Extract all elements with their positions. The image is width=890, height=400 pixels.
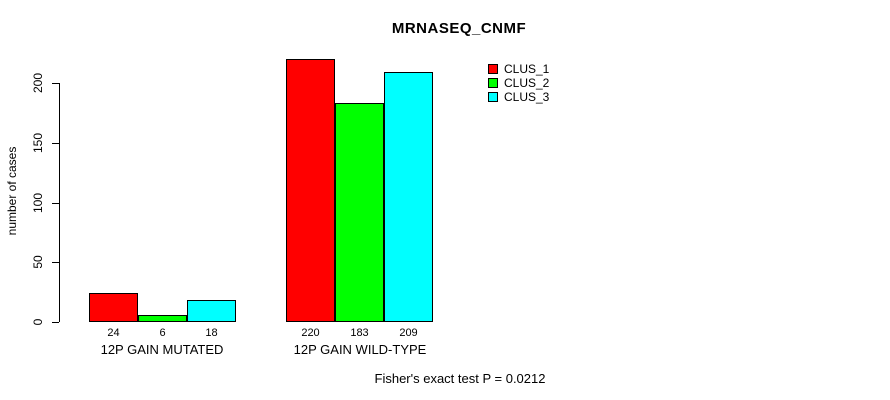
bar-value-label: 6 [159, 327, 166, 339]
y-tick-label: 50 [31, 255, 45, 269]
legend: CLUS_1 CLUS_2 CLUS_3 [488, 62, 549, 104]
y-tick-mark [52, 322, 59, 323]
bar-value-label: 183 [350, 327, 369, 339]
legend-swatch-icon [488, 64, 498, 74]
bar-clus_1-group1 [89, 293, 138, 322]
y-axis-title: number of cases [5, 146, 19, 236]
y-tick-mark [52, 202, 59, 204]
legend-swatch-icon [488, 78, 498, 88]
x-category-label-mutated: 12P GAIN MUTATED [100, 342, 224, 357]
legend-row-clus_1: CLUS_1 [488, 62, 549, 76]
legend-label: CLUS_1 [504, 62, 550, 76]
bar-clus_3-group1 [187, 300, 236, 322]
y-tick-mark [52, 83, 59, 84]
chart-title: MRNASEQ_CNMF [391, 20, 527, 37]
y-tick-label: 200 [31, 72, 45, 94]
legend-row-clus_3: CLUS_3 [488, 90, 549, 104]
legend-row-clus_2: CLUS_2 [488, 76, 549, 90]
bar-value-label: 209 [399, 327, 418, 339]
bar-value-label: 24 [107, 327, 120, 339]
legend-swatch-icon [488, 92, 498, 102]
y-axis-line [59, 83, 60, 322]
bar-clus_2-group2 [335, 103, 384, 322]
bar-clus_2-group1 [138, 315, 187, 322]
x-category-label-wildtype: 12P GAIN WILD-TYPE [293, 342, 427, 357]
legend-label: CLUS_3 [504, 90, 550, 104]
y-tick-label: 150 [31, 132, 45, 153]
fisher-test-annotation: Fisher's exact test P = 0.0212 [374, 371, 546, 386]
y-tick-mark [52, 142, 59, 144]
bar-clus_1-group2 [286, 59, 335, 322]
legend-label: CLUS_2 [504, 76, 550, 90]
bar-value-label: 220 [301, 327, 320, 339]
bar-value-label: 18 [205, 327, 218, 339]
y-tick-label: 100 [31, 192, 45, 213]
bar-clus_3-group2 [384, 72, 433, 322]
y-tick-mark [52, 262, 59, 264]
y-tick-label: 0 [31, 318, 45, 326]
